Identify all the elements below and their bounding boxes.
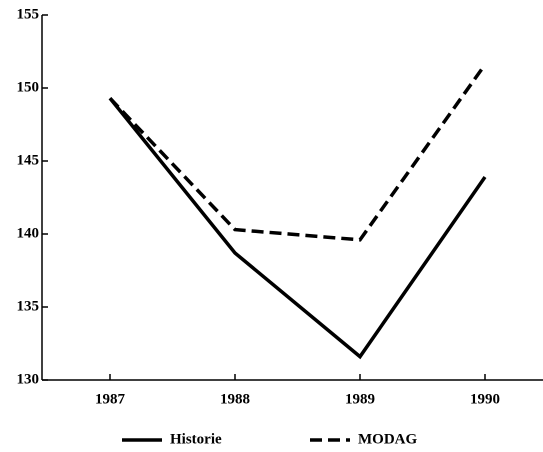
y-tick-label: 155 — [17, 6, 40, 22]
y-tick-label: 140 — [17, 225, 40, 241]
legend-label: Historie — [170, 431, 222, 447]
line — [108, 63, 487, 242]
y-tick-label: 130 — [17, 371, 40, 387]
x-tick-label: 1989 — [345, 391, 375, 407]
y-tick-label: 150 — [17, 79, 40, 95]
x-tick-label: 1990 — [470, 391, 500, 407]
x-tick-label: 1987 — [95, 391, 126, 407]
x-tick-label: 1988 — [220, 391, 250, 407]
y-tick-label: 145 — [17, 152, 40, 168]
y-tick-label: 135 — [17, 298, 40, 314]
line — [108, 97, 487, 360]
legend-label: MODAG — [358, 431, 417, 447]
